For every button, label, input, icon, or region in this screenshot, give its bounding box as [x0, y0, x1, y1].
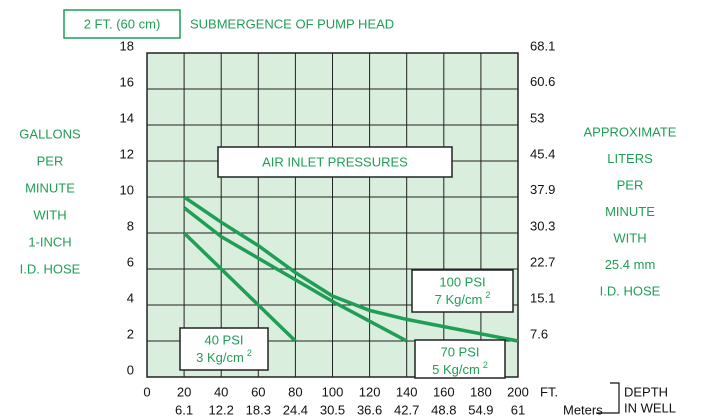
x2-tick-label: 18.3 — [246, 402, 271, 417]
legend-unit-text: 7 Kg/cm — [435, 292, 483, 307]
depth-label: IN WELL — [624, 400, 676, 415]
x-tick-label: 200 — [507, 384, 529, 399]
y2-axis-label: APPROXIMATE — [584, 124, 677, 139]
x-tick-label: 40 — [214, 384, 228, 399]
x2-tick-label: 6.1 — [175, 402, 193, 417]
legend-unit-text: 3 Kg/cm — [196, 350, 244, 365]
y-tick-label: 18 — [120, 38, 134, 53]
y2-tick-label: 22.7 — [530, 254, 555, 269]
x-tick-label: 80 — [288, 384, 302, 399]
x2-tick-label: 24.4 — [283, 402, 308, 417]
annotation: AIR INLET PRESSURES — [262, 154, 408, 169]
y-tick-label: 8 — [127, 218, 134, 233]
x2-tick-label: 42.7 — [394, 402, 419, 417]
x-tick-label: 140 — [396, 384, 418, 399]
x2-tick-label: 36.6 — [357, 402, 382, 417]
x-tick-label: 120 — [359, 384, 381, 399]
y2-axis-label: LITERS — [607, 151, 653, 166]
y-tick-label: 16 — [120, 74, 134, 89]
legend-box — [179, 327, 269, 371]
y2-tick-label: 68.1 — [530, 38, 555, 53]
legend-label: 70 PSI — [440, 344, 479, 359]
x-tick-label: 100 — [322, 384, 344, 399]
y2-tick-label: 37.9 — [530, 182, 555, 197]
legend-unit: 3 Kg/cm 2 — [196, 348, 252, 365]
y-axis-label: I.D. HOSE — [20, 261, 81, 276]
y2-axis-label: I.D. HOSE — [600, 283, 661, 298]
legend-unit-text: 5 Kg/cm — [432, 362, 480, 377]
y-axis-label: MINUTE — [25, 180, 75, 195]
y2-axis-label: MINUTE — [605, 204, 655, 219]
y2-tick-label: 7.6 — [530, 326, 548, 341]
x-axis-label: FT. — [540, 384, 558, 399]
legend-unit-sup: 2 — [485, 290, 490, 300]
annotation-box — [217, 146, 453, 178]
y-axis-label: 1-INCH — [28, 234, 71, 249]
lines — [182, 195, 519, 343]
legend-label: 40 PSI — [204, 332, 243, 347]
x2-tick-label: 12.2 — [209, 402, 234, 417]
x2-tick-label: 54.9 — [468, 402, 493, 417]
legend-unit-sup: 2 — [483, 360, 488, 370]
y2-axis-label: PER — [617, 177, 644, 192]
x-tick-label: 180 — [470, 384, 492, 399]
x2-tick-label: 30.5 — [320, 402, 345, 417]
x-tick-label: 0 — [143, 384, 150, 399]
y2-axis-label: WITH — [613, 230, 646, 245]
chart-title: 2 FT. (60 cm) — [84, 16, 161, 31]
title-box — [63, 9, 181, 39]
grid — [146, 52, 519, 378]
y-tick-label: 2 — [127, 326, 134, 341]
legend-box — [411, 269, 514, 313]
y-tick-label: 0 — [127, 362, 134, 377]
y-tick-label: 4 — [127, 290, 134, 305]
y-tick-label: 12 — [120, 146, 134, 161]
data-line — [183, 206, 408, 343]
y-axis-label: GALLONS — [19, 126, 81, 141]
y2-tick-label: 60.6 — [530, 74, 555, 89]
y-axis-label: PER — [37, 153, 64, 168]
legend-label: 100 PSI — [439, 274, 485, 289]
y-tick-label: 10 — [120, 182, 134, 197]
data-line — [182, 231, 297, 343]
y-tick-label: 6 — [127, 254, 134, 269]
x2-tick-label: 61 — [511, 402, 525, 417]
data-line — [183, 195, 519, 343]
y2-tick-label: 53 — [530, 110, 544, 125]
legend-unit: 5 Kg/cm 2 — [432, 360, 488, 377]
y-tick-label: 14 — [120, 110, 134, 125]
x-tick-label: 20 — [177, 384, 191, 399]
legend-box — [414, 339, 506, 379]
y2-axis-label: 25.4 mm — [605, 257, 656, 272]
depth-label: DEPTH — [624, 384, 668, 399]
y2-tick-label: 15.1 — [530, 291, 555, 306]
x-tick-label: 60 — [251, 384, 265, 399]
y-axis-label: WITH — [33, 207, 66, 222]
y2-tick-label: 30.3 — [530, 218, 555, 233]
x2-axis-label: Meters — [563, 402, 603, 417]
legend-unit: 7 Kg/cm 2 — [435, 290, 491, 307]
depth-bracket — [596, 382, 620, 414]
chart-subtitle: SUBMERGENCE OF PUMP HEAD — [190, 16, 394, 31]
y2-tick-label: 45.4 — [530, 146, 555, 161]
legend-unit-sup: 2 — [247, 348, 252, 358]
x-tick-label: 160 — [433, 384, 455, 399]
x2-tick-label: 48.8 — [431, 402, 456, 417]
